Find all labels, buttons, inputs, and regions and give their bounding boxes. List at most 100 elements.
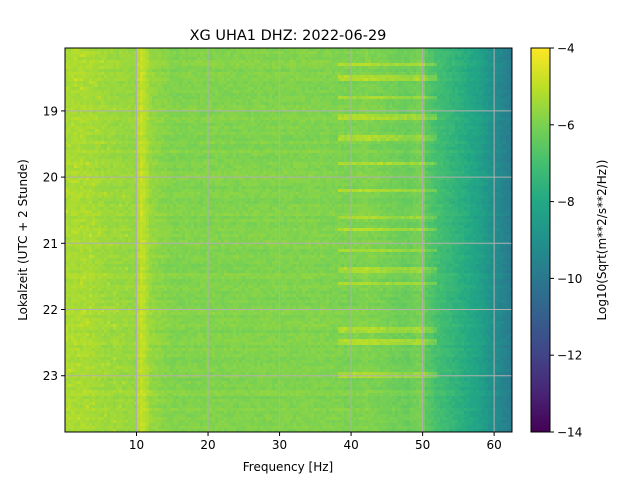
heatmap-cell bbox=[215, 123, 219, 127]
heatmap-cell bbox=[347, 87, 351, 91]
heatmap-cell bbox=[491, 102, 495, 106]
heatmap-cell bbox=[266, 51, 270, 55]
heatmap-cell bbox=[437, 54, 441, 58]
heatmap-cell bbox=[113, 129, 117, 133]
heatmap-cell bbox=[503, 114, 507, 118]
heatmap-cell bbox=[167, 93, 171, 97]
heatmap-cell bbox=[500, 132, 504, 136]
heatmap-cell bbox=[167, 87, 171, 91]
heatmap-cell bbox=[482, 84, 486, 88]
heatmap-cell bbox=[242, 108, 246, 112]
heatmap-cell bbox=[116, 123, 120, 127]
heatmap-cell bbox=[371, 57, 375, 61]
heatmap-cell bbox=[389, 120, 393, 124]
heatmap-cell bbox=[332, 105, 336, 109]
heatmap-cell bbox=[488, 63, 492, 67]
heatmap-cell bbox=[338, 111, 342, 115]
heatmap-cell bbox=[281, 78, 285, 82]
heatmap-cell bbox=[410, 141, 414, 145]
heatmap-cell bbox=[296, 87, 300, 91]
heatmap-cell bbox=[257, 144, 261, 148]
heatmap-cell bbox=[158, 90, 162, 94]
heatmap-cell bbox=[305, 114, 309, 118]
heatmap-cell bbox=[182, 120, 186, 124]
heatmap-cell bbox=[269, 57, 273, 61]
heatmap-cell bbox=[329, 54, 333, 58]
heatmap-cell bbox=[377, 96, 381, 100]
heatmap-cell bbox=[140, 108, 144, 112]
heatmap-cell bbox=[116, 108, 120, 112]
heatmap-cell bbox=[446, 132, 450, 136]
heatmap-cell bbox=[398, 72, 402, 76]
heatmap-cell bbox=[251, 135, 255, 139]
heatmap-cell bbox=[434, 69, 438, 73]
heatmap-cell bbox=[329, 108, 333, 112]
heatmap-cell bbox=[446, 69, 450, 73]
heatmap-cell bbox=[191, 138, 195, 142]
heatmap-cell bbox=[497, 93, 501, 97]
heatmap-cell bbox=[383, 135, 387, 139]
heatmap-cell bbox=[446, 63, 450, 67]
heatmap-cell bbox=[305, 72, 309, 76]
heatmap-cell bbox=[287, 48, 291, 52]
heatmap-cell bbox=[437, 63, 441, 67]
heatmap-cell bbox=[482, 129, 486, 133]
heatmap-cell bbox=[308, 78, 312, 82]
heatmap-cell bbox=[407, 81, 411, 85]
heatmap-cell bbox=[143, 72, 147, 76]
heatmap-cell bbox=[212, 93, 216, 97]
heatmap-cell bbox=[92, 117, 96, 121]
heatmap-cell bbox=[437, 105, 441, 109]
heatmap-cell bbox=[434, 87, 438, 91]
heatmap-cell bbox=[188, 111, 192, 115]
heatmap-cell bbox=[290, 63, 294, 67]
heatmap-cell bbox=[155, 87, 159, 91]
heatmap-cell bbox=[221, 108, 225, 112]
heatmap-cell bbox=[155, 69, 159, 73]
heatmap-cell bbox=[227, 69, 231, 73]
heatmap-cell bbox=[266, 129, 270, 133]
heatmap-cell bbox=[299, 108, 303, 112]
heatmap-cell bbox=[140, 48, 144, 52]
heatmap-cell bbox=[221, 102, 225, 106]
heatmap-cell bbox=[161, 147, 165, 151]
heatmap-cell bbox=[275, 90, 279, 94]
heatmap-cell bbox=[392, 84, 396, 88]
heatmap-cell bbox=[284, 132, 288, 136]
heatmap-cell bbox=[272, 81, 276, 85]
heatmap-cell bbox=[191, 93, 195, 97]
heatmap-cell bbox=[296, 51, 300, 55]
heatmap-cell bbox=[185, 75, 189, 79]
heatmap-cell bbox=[65, 141, 69, 145]
heatmap-cell bbox=[329, 102, 333, 106]
heatmap-cell bbox=[188, 51, 192, 55]
heatmap-cell bbox=[329, 84, 333, 88]
heatmap-cell bbox=[380, 66, 384, 70]
heatmap-cell bbox=[80, 84, 84, 88]
heatmap-cell bbox=[254, 105, 258, 109]
heatmap-cell bbox=[74, 75, 78, 79]
heatmap-cell bbox=[428, 51, 432, 55]
heatmap-cell bbox=[260, 132, 264, 136]
heatmap-cell bbox=[422, 84, 426, 88]
heatmap-cell bbox=[185, 129, 189, 133]
heatmap-cell bbox=[386, 144, 390, 148]
heatmap-cell bbox=[272, 75, 276, 79]
heatmap-cell bbox=[494, 105, 498, 109]
heatmap-cell bbox=[353, 141, 357, 145]
heatmap-cell bbox=[140, 141, 144, 145]
heatmap-cell bbox=[131, 51, 135, 55]
heatmap-cell bbox=[431, 84, 435, 88]
heatmap-cell bbox=[473, 90, 477, 94]
heatmap-cell bbox=[356, 87, 360, 91]
heatmap-cell bbox=[425, 93, 429, 97]
heatmap-cell bbox=[344, 123, 348, 127]
heatmap-cell bbox=[65, 147, 69, 151]
heatmap-cell bbox=[164, 138, 168, 142]
heatmap-cell bbox=[251, 114, 255, 118]
heatmap-cell bbox=[182, 96, 186, 100]
heatmap-cell bbox=[68, 132, 72, 136]
heatmap-cell bbox=[233, 69, 237, 73]
heatmap-cell bbox=[305, 99, 309, 103]
heatmap-cell bbox=[113, 99, 117, 103]
